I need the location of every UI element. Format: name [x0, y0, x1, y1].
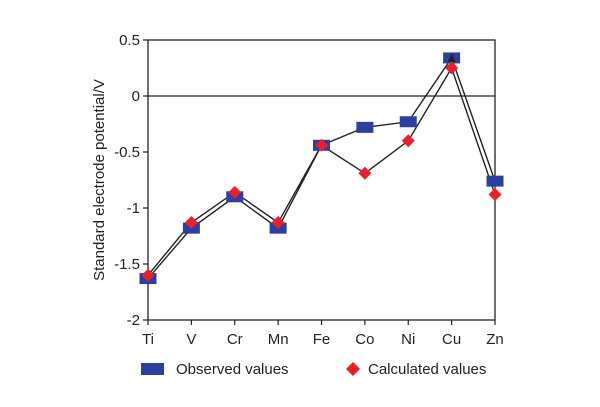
- legend-calculated-label: Calculated values: [368, 361, 486, 378]
- calculated-marker: [271, 216, 285, 230]
- observed-marker: [399, 116, 417, 128]
- x-tick-label: Cu: [442, 331, 461, 348]
- calculated-marker: [228, 185, 242, 199]
- calculated-marker: [141, 268, 155, 282]
- series-line-1: [147, 56, 496, 280]
- series-markers: [139, 52, 504, 285]
- observed-marker: [486, 175, 504, 187]
- legend-observed-label: Observed values: [176, 361, 289, 378]
- calculated-marker: [401, 134, 415, 148]
- y-tick-label: 0.5: [119, 32, 140, 49]
- y-axis-label: Standard electrode potential/V: [91, 79, 108, 281]
- series-line-2: [147, 66, 496, 276]
- x-tick-label: V: [186, 331, 196, 348]
- calculated-marker: [488, 188, 502, 202]
- legend: Observed values Calculated values: [141, 361, 486, 378]
- x-tick-label: Ti: [142, 331, 154, 348]
- series-lines: [147, 56, 496, 280]
- x-tick-label: Fe: [313, 331, 331, 348]
- y-tick-label: -2: [127, 312, 140, 329]
- peak-arrow-icon: [447, 53, 456, 62]
- tick-labels: 0.5 0 -0.5 -1 -1.5 -2Ti V Cr Mn Fe Co Ni Cu Zn: [114, 32, 504, 348]
- observed-marker: [356, 121, 374, 133]
- x-tick-label: Zn: [486, 331, 504, 348]
- y-tick-label: -1.5: [114, 256, 140, 273]
- calculated-marker: [184, 216, 198, 230]
- y-tick-label: 0: [132, 88, 140, 105]
- x-tick-label: Ni: [401, 331, 415, 348]
- x-tick-label: Mn: [268, 331, 289, 348]
- legend-calculated-swatch: [346, 362, 360, 376]
- calculated-marker: [315, 138, 328, 152]
- x-tick-label: Cr: [227, 331, 243, 348]
- calculated-marker: [358, 166, 372, 180]
- y-tick-label: -0.5: [114, 144, 140, 161]
- legend-observed-swatch: [141, 363, 164, 375]
- y-tick-label: -1: [127, 200, 140, 217]
- calculated-marker: [445, 61, 459, 75]
- x-tick-label: Co: [355, 331, 374, 348]
